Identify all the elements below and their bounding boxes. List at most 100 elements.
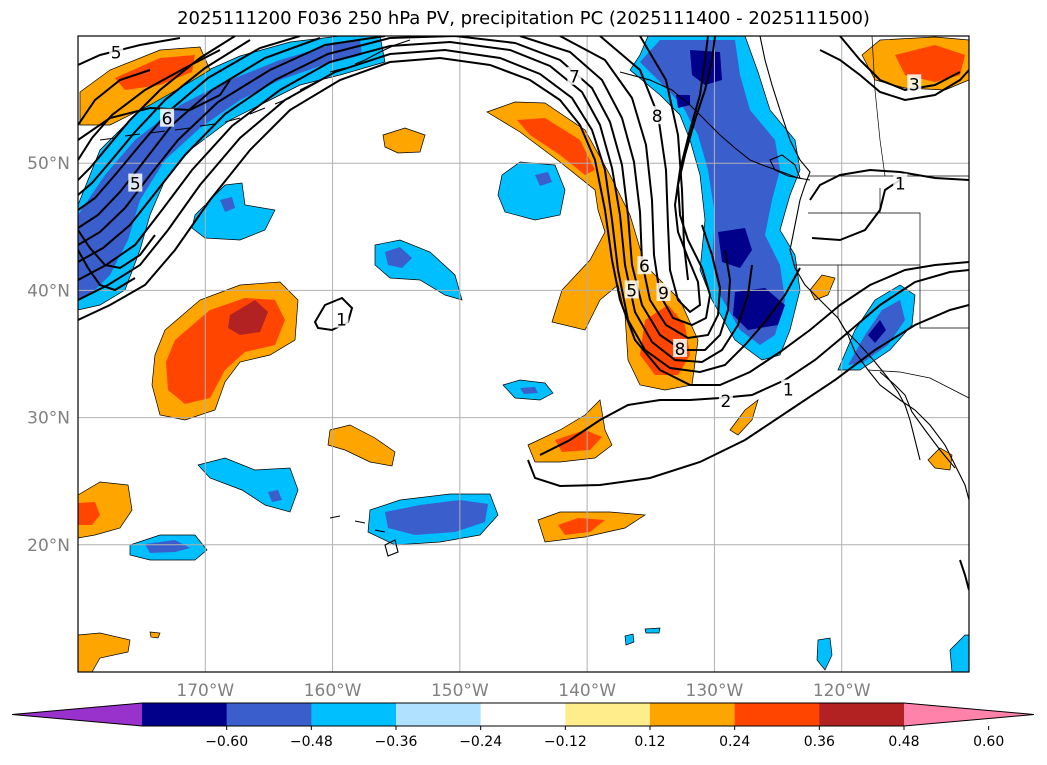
colorbar-outline — [11, 702, 1035, 727]
colorbar-swatch — [565, 703, 651, 726]
state-border-2 — [880, 212, 921, 265]
precip-small-negative-4 — [624, 633, 635, 646]
precip-west-negative-strip-core — [145, 540, 190, 553]
baja-california-coast — [837, 317, 921, 461]
colorbar: −0.60 −0.48 −0.36 −0.24 −0.12 0.12 0.24 0.36 0.4… — [11, 702, 1035, 750]
pv-contour-label-bg — [334, 309, 349, 328]
precip-hawaii-negative-core — [385, 500, 488, 535]
pv-contour-label-bg — [718, 391, 733, 410]
lon-tick-label: 150°W — [431, 681, 489, 701]
precip-trough-negative-core — [640, 40, 785, 345]
pv-contour-8 — [78, 36, 689, 281]
colorbar-swatch — [734, 703, 820, 726]
pv-contour-east-2 — [811, 179, 901, 242]
pv-contour-9 — [78, 36, 236, 181]
precip-central-negative-core — [535, 172, 552, 186]
colorbar-tick-label: 0.24 — [719, 734, 750, 750]
lon-tick-label: 140°W — [558, 681, 616, 701]
map-title: 2025111200 F036 250 hPa PV, precipitatio… — [177, 8, 870, 29]
gulf-california-coast — [879, 371, 956, 469]
precipitation-shading — [78, 36, 969, 672]
precip-subtropical-jet-positive-2-core — [555, 430, 602, 452]
pv-contour-label: 6 — [162, 110, 173, 130]
pv-contour-southeast-1 — [959, 559, 969, 591]
pv-contour-label-bg — [650, 106, 665, 125]
pv-contour-east-1 — [809, 168, 969, 201]
pv-contour-label: 5 — [111, 44, 122, 64]
pv-contour-label: 9 — [658, 284, 669, 304]
precip-small-negative-5 — [644, 627, 661, 634]
precip-small-negative-2 — [816, 637, 833, 671]
pv-contour-northeast-1 — [819, 49, 969, 102]
canada-province-border — [871, 36, 886, 177]
pv-contour-15 — [78, 249, 136, 292]
colorbar-swatch — [142, 703, 228, 726]
pv-contour-outer-1 — [539, 269, 969, 456]
precip-small-positive-2 — [327, 424, 396, 467]
pv-contour-label: 3 — [909, 75, 920, 95]
colorbar-extend-low — [12, 703, 142, 726]
pv-contour-label-bg — [656, 282, 671, 301]
pv-contour-label-bg — [673, 338, 688, 357]
pv-contour-label-bg — [624, 280, 639, 299]
colorbar-tick-label: −0.24 — [459, 734, 502, 750]
pv-contour-label: 2 — [720, 392, 731, 412]
longitude-labels: 170°W 160°W 150°W 140°W 130°W 120°W — [176, 681, 870, 701]
colorbar-tick-label: 0.48 — [888, 734, 919, 750]
pv-contour-closed-1 — [313, 296, 354, 332]
precip-dateline-negative-core — [220, 197, 235, 212]
pv-contour-2 — [78, 48, 801, 374]
precip-southwest-us-negative-max — [868, 320, 886, 343]
precip-small-positive-1 — [382, 127, 426, 154]
pv-contour-4 — [78, 36, 732, 351]
colorbar-swatch — [226, 703, 312, 726]
lat-tick-label: 20°N — [27, 536, 70, 556]
precip-sw-positive-edge-core — [78, 502, 100, 525]
pv-contour-10 — [78, 49, 221, 161]
latitude-labels: 50°N 40°N 30°N 20°N — [27, 154, 70, 556]
map-gridlines — [78, 36, 969, 672]
precip-small-positive-7 — [149, 631, 161, 639]
lat-tick-label: 40°N — [27, 281, 70, 301]
pv-contour-1 — [78, 56, 969, 386]
lon-tick-label: 120°W — [813, 681, 871, 701]
pv-contour-label: 1 — [336, 311, 347, 331]
pv-contour-label-bg — [637, 256, 652, 275]
pv-contour-northeast-2 — [839, 36, 961, 92]
precip-small-negative-3 — [949, 634, 969, 672]
pv-contour-outer-2 — [527, 304, 969, 488]
pv-contour-label-bg — [160, 108, 175, 127]
pv-contour-label: 6 — [639, 257, 650, 277]
precip-small-positive-3 — [809, 274, 836, 301]
colorbar-tick-label: −0.60 — [205, 734, 248, 750]
colorbar-tick-label: 0.60 — [973, 734, 1004, 750]
colorbar-swatch — [819, 703, 905, 726]
pv-contour-label: 1 — [895, 175, 906, 195]
precip-jet-exit-positive-mid — [517, 118, 595, 175]
pv-contour-14 — [78, 229, 156, 270]
precip-midpacific-negative-core — [385, 247, 412, 268]
colorbar-tick-label: −0.48 — [290, 734, 333, 750]
pv-contour-label-bg — [893, 173, 908, 192]
precip-southwest-negative-core-1 — [268, 490, 282, 502]
lat-tick-label: 50°N — [27, 154, 70, 174]
pv-contour-label-bg — [781, 379, 796, 398]
pv-contour-label: 5 — [130, 175, 141, 195]
precip-core-negative-arc — [78, 40, 362, 298]
colorbar-swatch — [480, 703, 566, 726]
precip-aleutian-positive-core — [115, 55, 195, 90]
colorbar-swatch — [311, 703, 397, 726]
lon-tick-label: 160°W — [304, 681, 362, 701]
colorbar-swatch — [650, 703, 736, 726]
precip-small-positive-6 — [78, 632, 131, 672]
pv-contour-label: 8 — [652, 107, 663, 127]
precip-small-negative-1-core — [520, 387, 538, 394]
north-america-coastline — [759, 36, 969, 501]
colorbar-swatch — [396, 703, 482, 726]
pv-contour-label-bg — [907, 74, 922, 93]
precip-trough-negative-max-4 — [676, 95, 690, 108]
pv-contour-12 — [78, 69, 151, 126]
colorbar-tick-label: −0.12 — [544, 734, 587, 750]
precip-northeast-positive-core — [895, 45, 965, 82]
